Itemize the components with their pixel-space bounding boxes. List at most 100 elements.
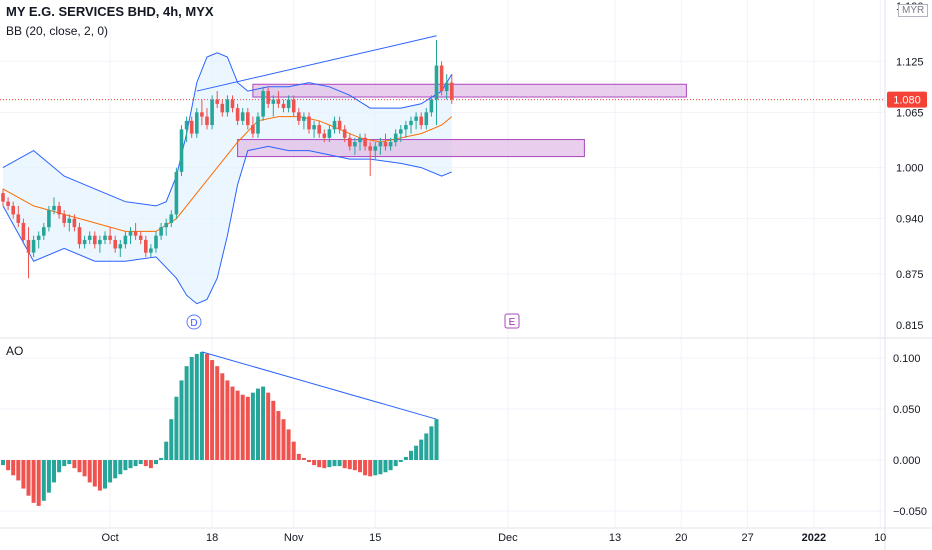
time-tick-label: 13 <box>609 532 621 544</box>
time-tick-label: 2022 <box>802 532 826 544</box>
candle-body <box>159 227 163 236</box>
ao-bar <box>215 366 220 460</box>
ao-bar <box>41 460 46 501</box>
time-tick-label: 15 <box>369 532 381 544</box>
candle-body <box>82 239 87 245</box>
ao-bar <box>92 460 97 487</box>
ao-bar <box>424 433 429 460</box>
ao-bar <box>363 460 368 476</box>
price-tick-label: 0.940 <box>896 214 924 226</box>
candle-body <box>286 99 291 109</box>
candle-body <box>123 235 128 245</box>
ao-bar <box>317 460 322 468</box>
price-tick-label: 0.815 <box>896 320 924 332</box>
candle-body <box>47 210 51 228</box>
candle-body <box>189 120 194 134</box>
candle-body <box>373 146 378 151</box>
candle-body <box>291 99 296 113</box>
ao-trendline <box>201 351 437 420</box>
ao-bar <box>97 460 102 491</box>
last-price-label: 1.080 <box>893 95 921 107</box>
ao-tick-label: 0.100 <box>893 353 921 365</box>
candle-body <box>317 125 321 134</box>
candle-body <box>271 99 276 104</box>
ao-bar <box>46 460 51 493</box>
ao-bar <box>225 380 230 460</box>
candle-body <box>31 239 36 253</box>
candle-body <box>42 227 46 236</box>
candle-body <box>434 65 439 100</box>
ao-bar <box>72 460 77 469</box>
candle-body <box>266 91 270 104</box>
candle-body <box>103 235 107 240</box>
ao-bar <box>159 457 164 460</box>
price-tick-label: 1.125 <box>896 56 924 68</box>
ao-bar <box>184 366 189 460</box>
currency-badge[interactable]: MYR <box>898 4 929 17</box>
candle-body <box>6 201 10 206</box>
ao-bar <box>26 460 31 496</box>
candle-body <box>302 116 306 121</box>
ao-bar <box>266 392 271 460</box>
candle-body <box>358 137 362 143</box>
ao-bar <box>36 460 41 506</box>
ao-bar <box>240 394 245 460</box>
ao-bar <box>358 460 362 473</box>
ao-bar <box>118 460 123 475</box>
ao-bar <box>1 460 5 466</box>
price-tick-label: 0.875 <box>896 269 924 281</box>
candle-body <box>393 133 398 143</box>
candle-body <box>184 120 189 130</box>
candle-body <box>179 129 184 172</box>
ao-bar <box>138 460 143 465</box>
time-tick-label: 27 <box>741 532 753 544</box>
candle-body <box>87 235 92 240</box>
ao-bar <box>286 429 291 460</box>
candle-body <box>276 99 281 104</box>
ao-bar <box>393 460 398 467</box>
candle-body <box>128 231 133 236</box>
ao-bar <box>256 388 260 460</box>
ao-bar <box>128 460 133 469</box>
ao-bar <box>235 390 240 460</box>
zones[interactable] <box>237 83 687 158</box>
candle-body <box>332 120 337 130</box>
ao-bar <box>245 396 250 460</box>
candle-body <box>399 129 403 134</box>
candle-body <box>230 99 235 109</box>
ao-bar <box>250 392 255 460</box>
candle-body <box>118 244 123 249</box>
price-tick-label: 1.065 <box>896 107 924 119</box>
ao-bar <box>169 419 174 460</box>
time-tick-label: Dec <box>498 532 518 544</box>
price-tick-label: 1.000 <box>896 163 924 175</box>
candle-body <box>98 239 102 245</box>
ao-bar <box>419 439 424 460</box>
candle-body <box>419 116 423 126</box>
candle-body <box>388 142 393 147</box>
ao-indicator-label[interactable]: AO <box>6 344 24 358</box>
candle-body <box>113 239 117 249</box>
symbol-title[interactable]: MY E.G. SERVICES BHD, 4h, MYX <box>6 4 214 19</box>
ao-bar <box>220 373 225 460</box>
ao-bar <box>143 460 148 467</box>
bb-indicator-label[interactable]: BB (20, close, 2, 0) <box>6 24 109 38</box>
candle-body <box>52 205 56 211</box>
candle-body <box>26 239 31 253</box>
ao-tick-label: −0.050 <box>893 506 927 518</box>
ao-bar <box>368 460 373 477</box>
ao-bar <box>373 460 378 476</box>
axes: 1.1901.1251.0651.0000.9400.8750.8151.080… <box>102 1 927 544</box>
ao-bar <box>291 441 296 460</box>
ao-bar <box>199 351 204 460</box>
ao-bar <box>414 445 419 460</box>
candle-body <box>200 112 204 117</box>
ao-bar <box>337 460 342 467</box>
ao-bar <box>378 460 383 475</box>
time-tick-label: Oct <box>102 532 119 544</box>
ao-bar <box>429 426 434 460</box>
ao-bar <box>296 453 301 460</box>
candle-body <box>36 235 41 240</box>
